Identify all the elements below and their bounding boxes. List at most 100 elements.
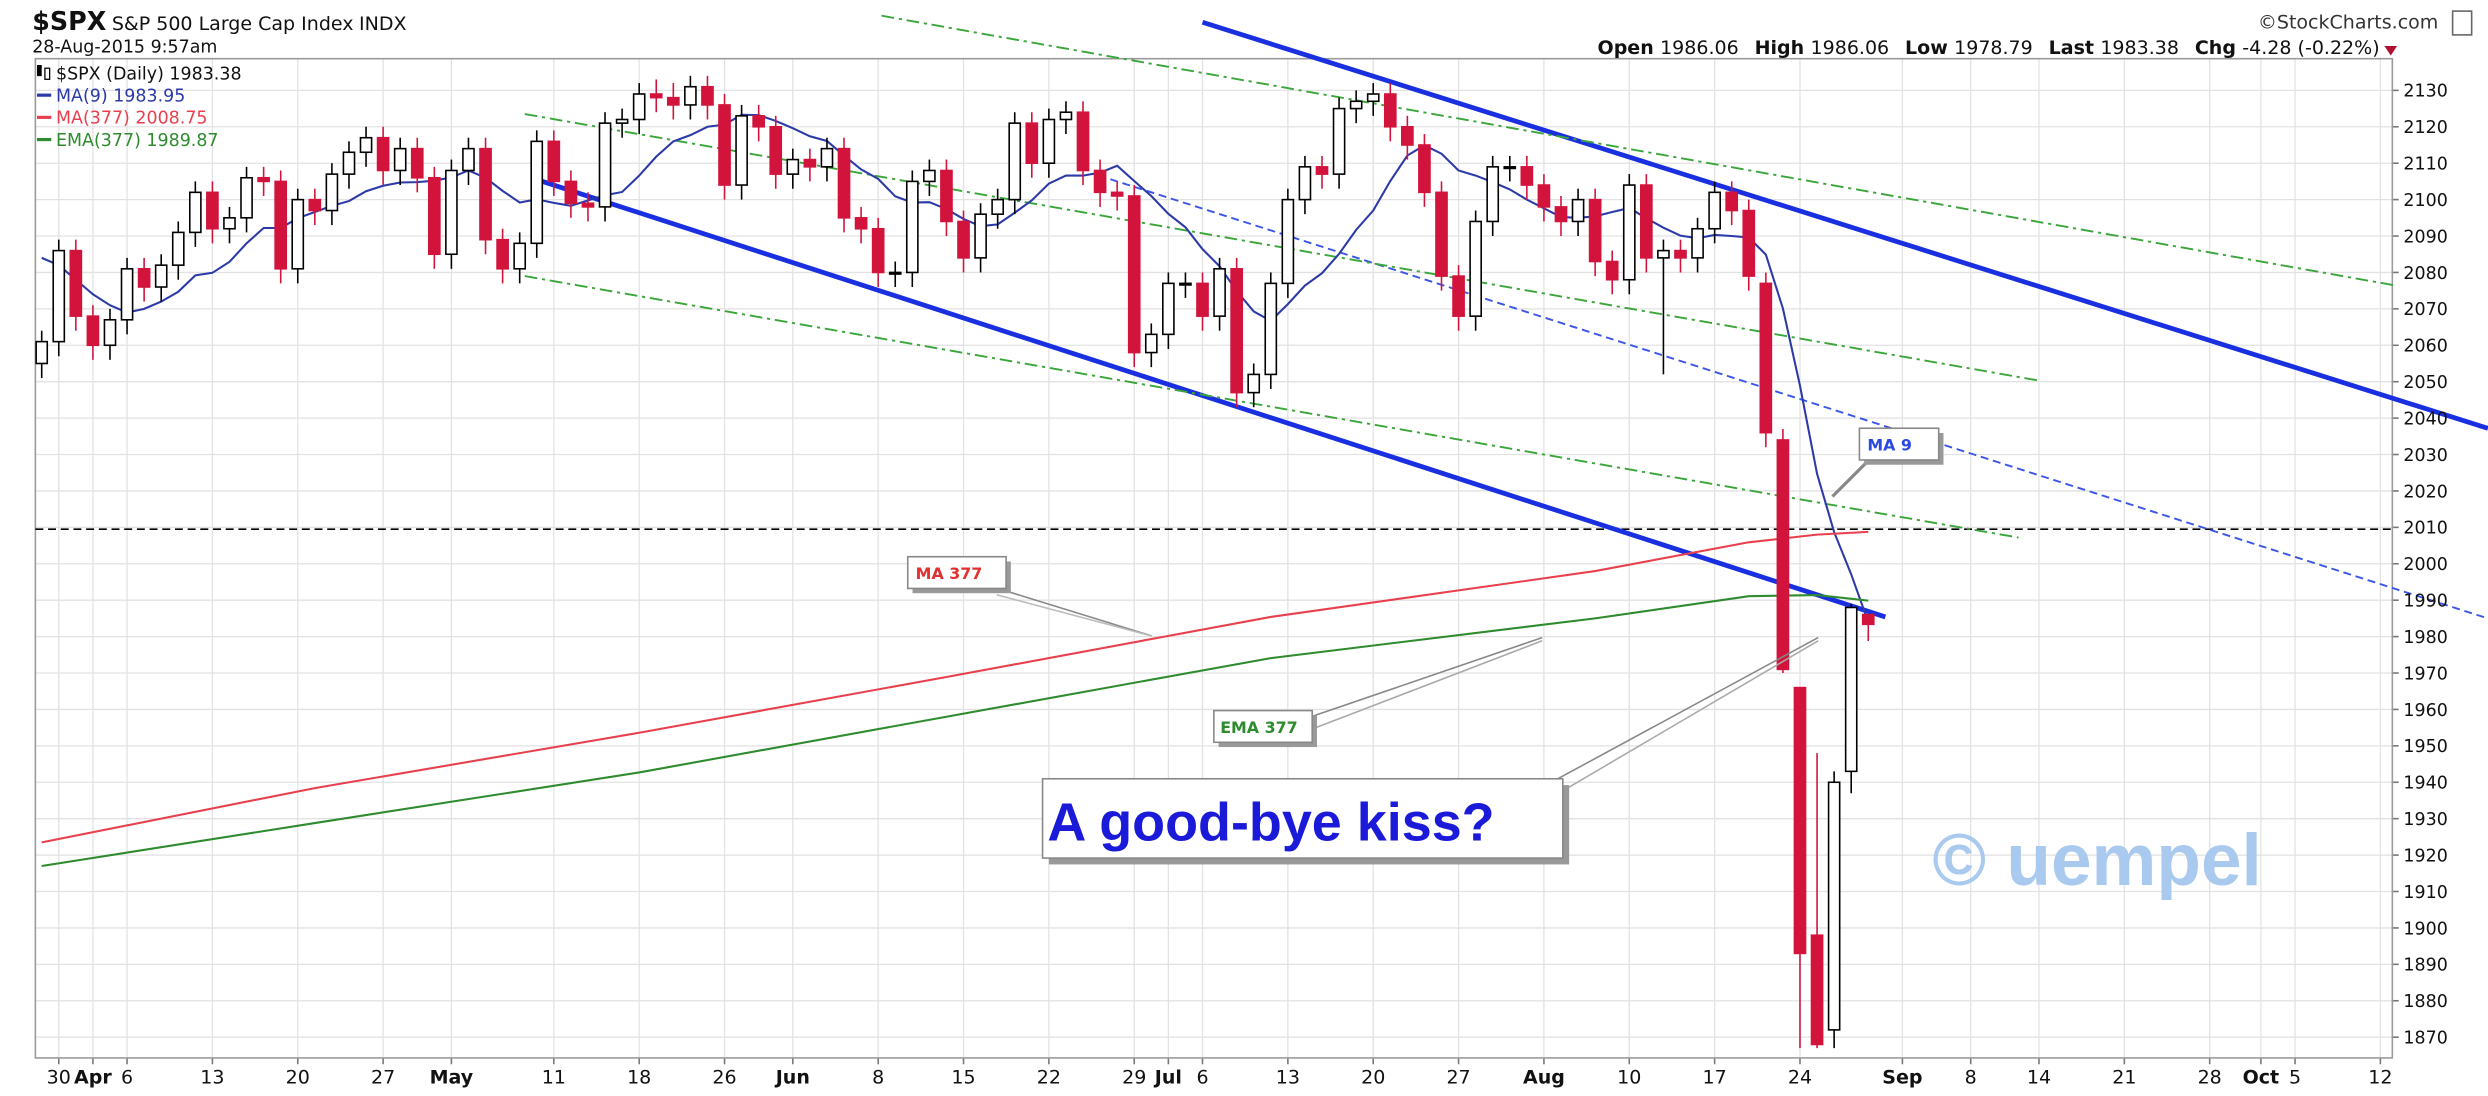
candle-body — [666, 96, 680, 106]
y-tick-label: 1990 — [2403, 592, 2447, 612]
candle-body — [35, 340, 49, 365]
legend-label: MA(9) 1983.95 — [56, 87, 185, 107]
candle-body — [1349, 100, 1363, 110]
annotation-kiss: A good-bye kiss? — [1041, 636, 1819, 865]
candle-body — [1657, 249, 1670, 259]
x-tick-label: 30 — [47, 1066, 71, 1088]
trendline — [881, 14, 2396, 287]
header: $SPX S&P 500 Large Cap Index INDX — [32, 6, 406, 36]
candle-body — [1401, 125, 1414, 146]
candle-body — [1708, 191, 1721, 230]
legend-label: EMA(377) 1989.87 — [56, 131, 219, 151]
candle-body — [137, 268, 151, 288]
label-box — [906, 555, 1007, 590]
quote-value: 1983.38 — [2100, 37, 2179, 59]
x-tick-label: Jun — [774, 1066, 810, 1088]
legend-label: MA(377) 2008.75 — [56, 109, 208, 129]
candle-body — [632, 93, 646, 121]
candle-body — [1776, 439, 1790, 671]
y-tick-label: 2020 — [2403, 482, 2447, 502]
candle-body — [598, 122, 612, 208]
x-tick-label: Apr — [74, 1066, 112, 1088]
label: A good-bye kiss? — [1047, 793, 1494, 853]
legend: $SPX (Daily) 1983.38 MA(9) 1983.95MA(377)… — [36, 64, 242, 151]
candle-body — [1486, 166, 1500, 223]
candle-body — [1554, 206, 1568, 223]
y-tick-label: 1890 — [2403, 956, 2447, 976]
candle-body — [1759, 282, 1773, 434]
symbol: $SPX — [32, 6, 106, 36]
candle-body — [1213, 268, 1226, 317]
candle-body — [1605, 260, 1619, 281]
candle-body — [1127, 195, 1141, 354]
quote-label: Last — [2049, 37, 2094, 59]
candle-body — [752, 115, 766, 128]
candle-body — [991, 198, 1005, 215]
quote-label: High — [1755, 37, 1805, 59]
candle-body — [513, 242, 527, 270]
legend-icon — [36, 65, 42, 77]
x-tick-label: 14 — [2027, 1066, 2051, 1088]
candle-body — [496, 238, 509, 270]
x-tick-label: 27 — [371, 1066, 395, 1088]
title: S&P 500 Large Cap Index — [112, 13, 354, 35]
candle-body — [923, 169, 936, 183]
candle-body — [1093, 169, 1107, 194]
y-tick-label: 1880 — [2403, 992, 2447, 1012]
x-tick-label: 12 — [2368, 1066, 2392, 1088]
x-tick-label: 17 — [1703, 1066, 1727, 1088]
candle-body — [479, 147, 492, 241]
x-tick-label: 20 — [1361, 1066, 1385, 1088]
y-tick-label: 1920 — [2403, 846, 2447, 866]
quote: Open 1986.06 High 1986.06 Low 1978.79 Last 1983… — [1598, 37, 2380, 59]
y-tick-label: 2040 — [2403, 409, 2447, 429]
candle-body — [837, 147, 851, 219]
callout — [996, 594, 1153, 637]
candle-body — [69, 249, 83, 317]
candle-body — [86, 315, 100, 347]
candle-body — [1452, 275, 1465, 317]
candle-body — [171, 231, 185, 266]
candle-body — [1793, 686, 1807, 955]
x-tick-label: 5 — [2289, 1066, 2301, 1088]
candle-body — [240, 176, 253, 219]
candle-body — [274, 180, 288, 270]
exchange: INDX — [359, 13, 407, 35]
candle-body — [1435, 191, 1448, 277]
candle-body — [735, 115, 748, 186]
y-tick-label: 2120 — [2403, 118, 2447, 138]
candle-body — [1042, 118, 1056, 164]
candle-body — [376, 136, 390, 172]
candle-body — [342, 151, 356, 175]
candle-body — [1162, 282, 1175, 336]
x-tick-label: 8 — [1965, 1066, 1977, 1088]
series-line — [41, 530, 1869, 844]
candle-body — [940, 169, 953, 223]
candle-body — [103, 318, 117, 347]
candle-body — [786, 158, 800, 175]
candle-body — [1571, 198, 1585, 223]
candle-body — [1144, 333, 1158, 354]
trash-icon[interactable] — [2451, 10, 2473, 36]
x-tick-label: 27 — [1446, 1066, 1470, 1088]
marks — [35, 75, 1875, 1049]
candle-body — [257, 176, 270, 183]
candle-body — [1503, 166, 1517, 170]
y-tick-label: 2060 — [2403, 337, 2447, 357]
x-tick-label: Sep — [1882, 1066, 1922, 1088]
candle-body — [325, 173, 339, 212]
candle-body — [445, 169, 458, 256]
candle-body — [1418, 144, 1431, 194]
x-tick-label: 18 — [627, 1066, 651, 1088]
candle-body — [1059, 111, 1073, 121]
y-tick-label: 2100 — [2403, 191, 2447, 211]
candle-body — [1622, 184, 1636, 281]
x-tick-label: 8 — [872, 1066, 884, 1088]
annotation-ema377: EMA 377 — [1213, 636, 1543, 748]
candle-body — [1861, 613, 1875, 626]
candle-body — [52, 249, 66, 343]
y-tick-label: 2000 — [2403, 555, 2447, 575]
quote-value: 1986.06 — [1811, 37, 1890, 59]
y-tick-label: 1870 — [2403, 1029, 2447, 1049]
